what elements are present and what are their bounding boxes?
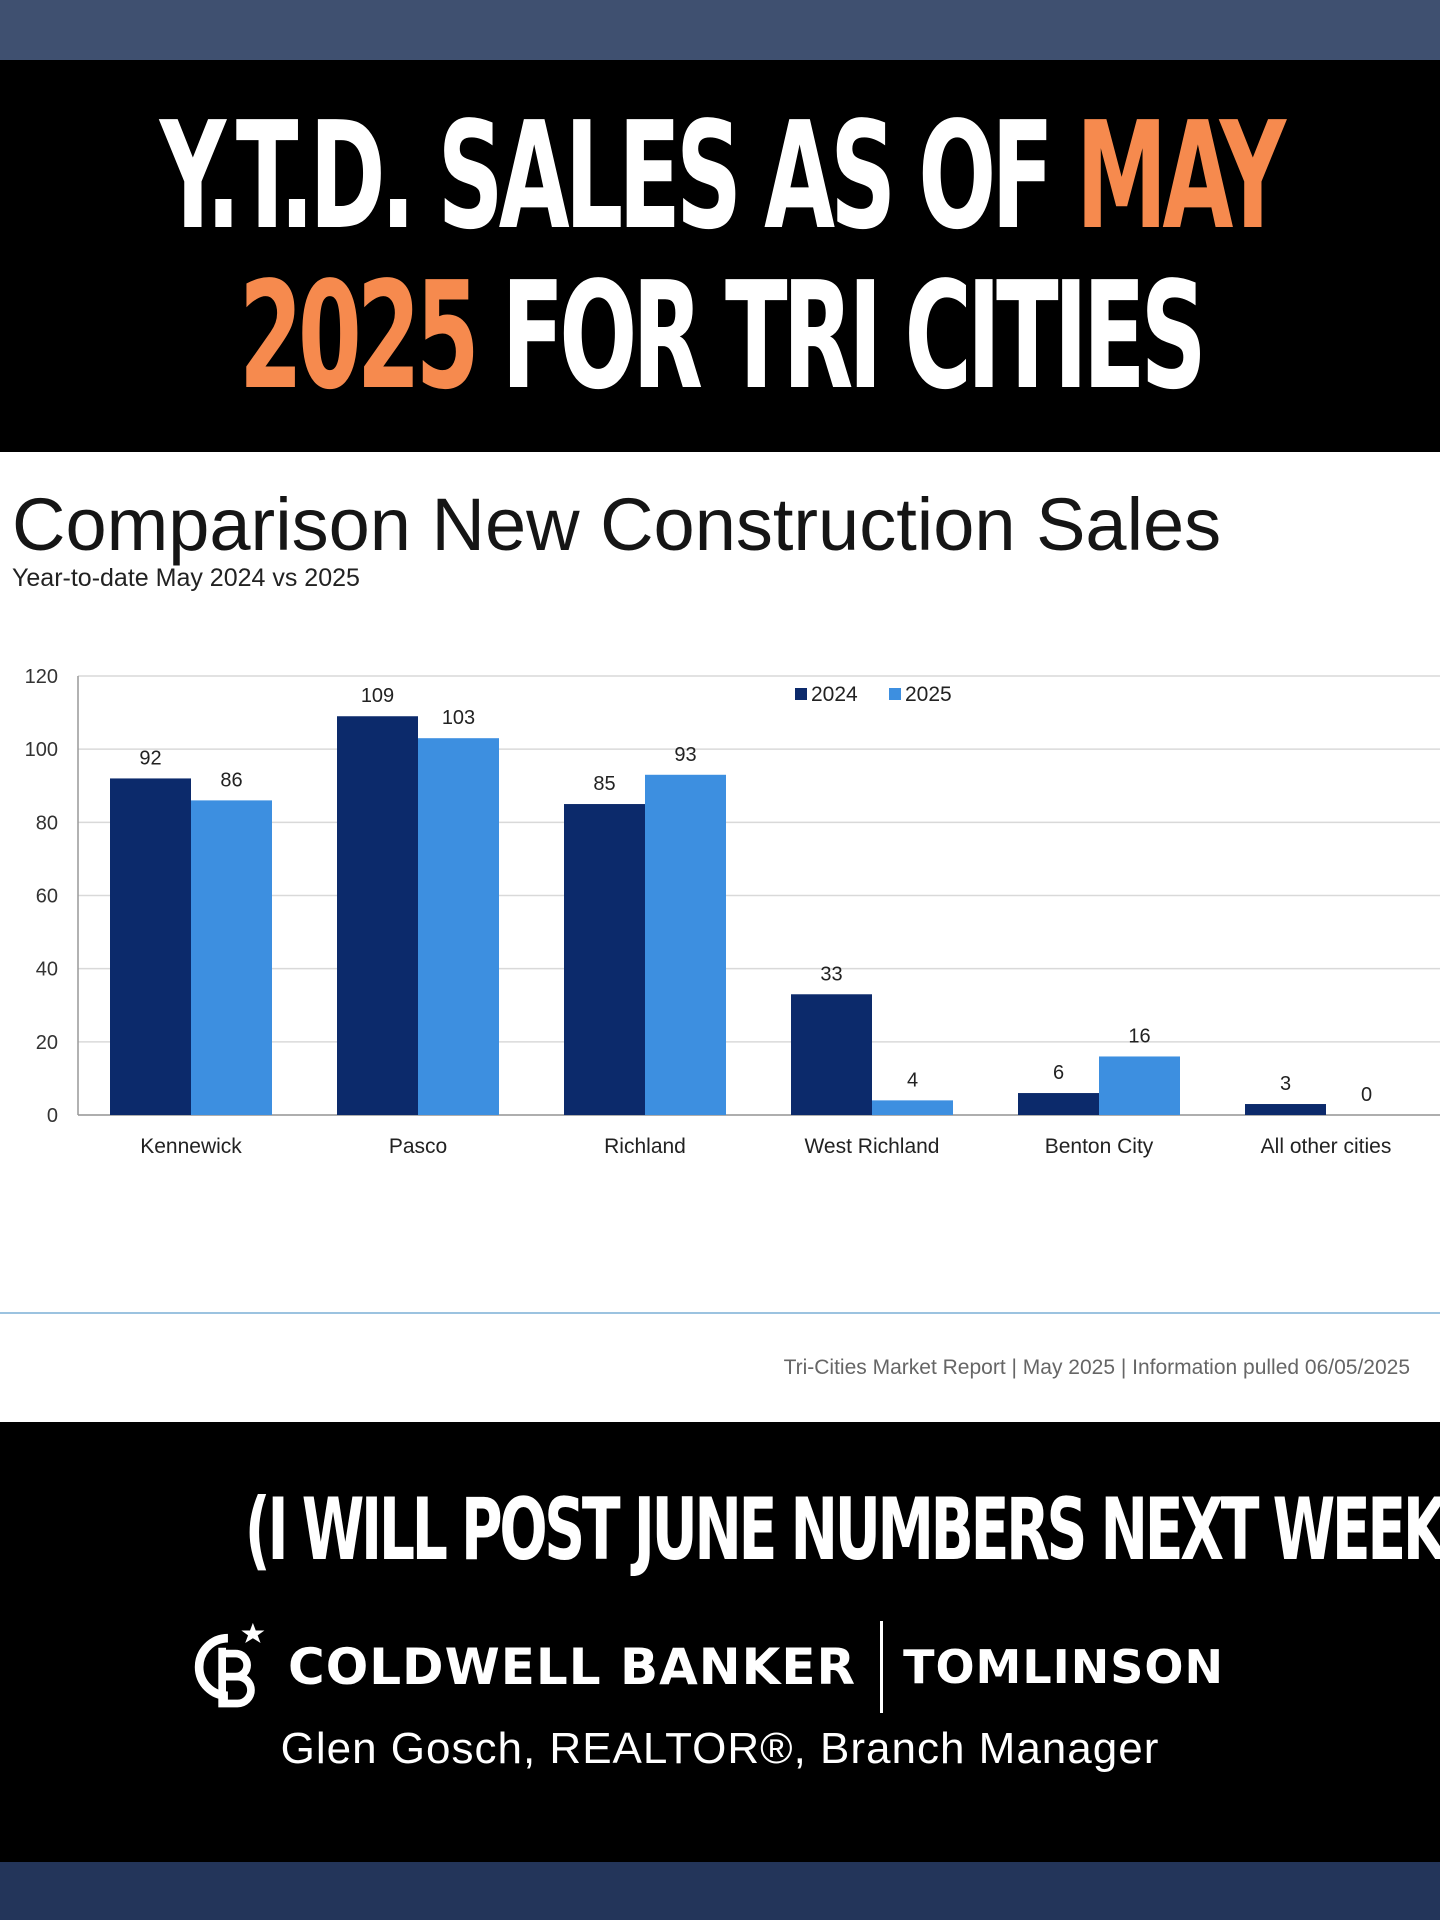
- bar-2024-pasco: [337, 716, 418, 1115]
- headline-text-1: Y.T.D. SALES AS OF: [159, 90, 1076, 262]
- y-tick-label: 120: [25, 666, 58, 688]
- y-tick-label: 100: [25, 739, 58, 761]
- chart-subtitle: Year-to-date May 2024 vs 2025: [12, 564, 360, 592]
- brand-name: COLDWELL BANKER: [288, 1638, 857, 1696]
- agent-line: Glen Gosch, REALTOR®, Branch Manager: [280, 1724, 1160, 1773]
- x-tick-label: Pasco: [389, 1135, 447, 1158]
- legend-label-2025: 2025: [905, 683, 952, 706]
- y-tick-label: 40: [36, 959, 58, 981]
- data-label: 33: [820, 963, 842, 985]
- legend-swatch-2024: [795, 688, 807, 700]
- data-label: 93: [674, 744, 696, 766]
- x-tick-label: Kennewick: [140, 1135, 242, 1158]
- headline-accent-1: MAY: [1075, 90, 1286, 262]
- data-label: 85: [593, 773, 615, 795]
- brand-sub-name: TOMLINSON: [903, 1640, 1224, 1694]
- y-tick-label: 20: [36, 1032, 58, 1054]
- footer-rule: [0, 1312, 1440, 1314]
- x-tick-label: West Richland: [804, 1135, 939, 1158]
- bar-chart: 0204060801001209286Kennewick109103Pasco8…: [25, 666, 1440, 1158]
- headline-line-1: Y.T.D. SALES AS OF MAY: [159, 96, 1285, 256]
- data-label: 92: [139, 747, 161, 769]
- data-label: 16: [1128, 1025, 1150, 1047]
- post-note: (I WILL POST JUNE NUMBERS NEXT WEEK): [244, 1480, 1440, 1580]
- brand-divider: [880, 1621, 884, 1713]
- data-label: 0: [1361, 1084, 1372, 1106]
- data-label: 86: [220, 769, 242, 791]
- bar-2025-benton-city: [1099, 1056, 1180, 1115]
- bar-2025-west-richland: [872, 1100, 953, 1115]
- bar-2024-all-other-cities: [1245, 1104, 1326, 1115]
- data-label: 6: [1053, 1062, 1064, 1084]
- y-tick-label: 60: [36, 886, 58, 908]
- data-label: 4: [907, 1069, 918, 1091]
- bar-2024-benton-city: [1018, 1093, 1099, 1115]
- data-label: 103: [442, 707, 475, 729]
- chart-panel: Comparison New Construction Sales Year-t…: [0, 452, 1440, 1422]
- x-tick-label: Benton City: [1045, 1135, 1154, 1158]
- source-note: Tri-Cities Market Report | May 2025 | In…: [783, 1356, 1410, 1379]
- legend-swatch-2025: [889, 688, 901, 700]
- y-tick-label: 0: [47, 1105, 58, 1127]
- bar-2025-pasco: [418, 738, 499, 1115]
- data-label: 3: [1280, 1073, 1291, 1095]
- headline-accent-2: 2025: [238, 250, 480, 422]
- legend-label-2024: 2024: [811, 683, 858, 706]
- bar-2024-richland: [564, 804, 645, 1115]
- data-label: 109: [361, 685, 394, 707]
- chart-title: Comparison New Construction Sales: [12, 483, 1222, 566]
- header-banner: Y.T.D. SALES AS OF MAY 2025 FOR TRI CITI…: [0, 60, 1440, 452]
- footer-banner: (I WILL POST JUNE NUMBERS NEXT WEEK) COL…: [0, 1422, 1440, 1862]
- brand-row: COLDWELL BANKER TOMLINSON: [178, 1621, 1224, 1713]
- bottom-band: [0, 1862, 1440, 1920]
- bar-2025-richland: [645, 774, 726, 1115]
- bar-2025-kennewick: [191, 800, 272, 1115]
- x-tick-label: All other cities: [1261, 1135, 1392, 1158]
- bar-2024-kennewick: [110, 778, 191, 1115]
- top-band: [0, 0, 1440, 60]
- headline-text-2: FOR TRI CITIES: [474, 250, 1206, 422]
- bar-2024-west-richland: [791, 994, 872, 1115]
- headline-line-2: 2025 FOR TRI CITIES: [239, 256, 1207, 416]
- coldwell-banker-cb-logo-icon: [194, 1622, 265, 1708]
- y-tick-label: 80: [36, 812, 58, 834]
- x-tick-label: Richland: [604, 1135, 686, 1158]
